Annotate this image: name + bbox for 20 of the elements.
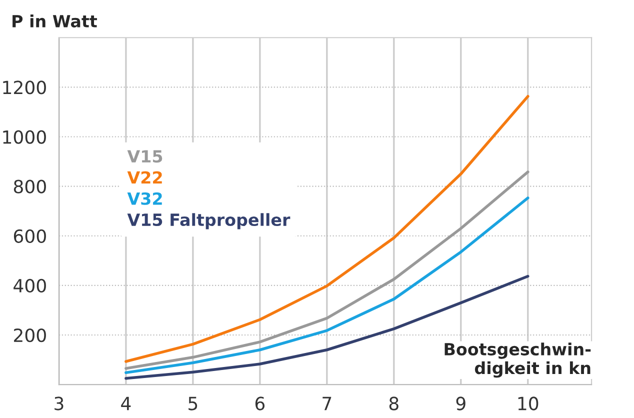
x-tick-label: 7	[322, 396, 332, 410]
x-tick-label: 5	[188, 396, 198, 410]
text: V15 Faltpropeller	[127, 213, 290, 230]
text: V32	[127, 192, 162, 205]
y-tick-label: 1000	[3, 130, 46, 144]
y-tick-label: 400	[14, 278, 46, 293]
x-tick-label: 10	[518, 396, 538, 410]
text: V15	[127, 150, 162, 163]
y-tick-label: 200	[14, 328, 46, 342]
y-tick-label: 1200	[3, 80, 46, 94]
x-axis-title: Bootsgeschwin- digkeit in kn	[444, 342, 591, 378]
text: V22	[127, 171, 162, 184]
x-tick-label: 9	[456, 396, 466, 410]
x-tick-label: 4	[121, 396, 131, 410]
x-tick-label: 3	[54, 396, 64, 410]
x-tick-label: 8	[389, 396, 398, 410]
y-tick-label: 800	[14, 180, 46, 194]
x-tick-label: 6	[255, 396, 265, 410]
y-tick-label: 600	[14, 229, 46, 243]
y-axis-title: P in Watt	[12, 14, 98, 28]
